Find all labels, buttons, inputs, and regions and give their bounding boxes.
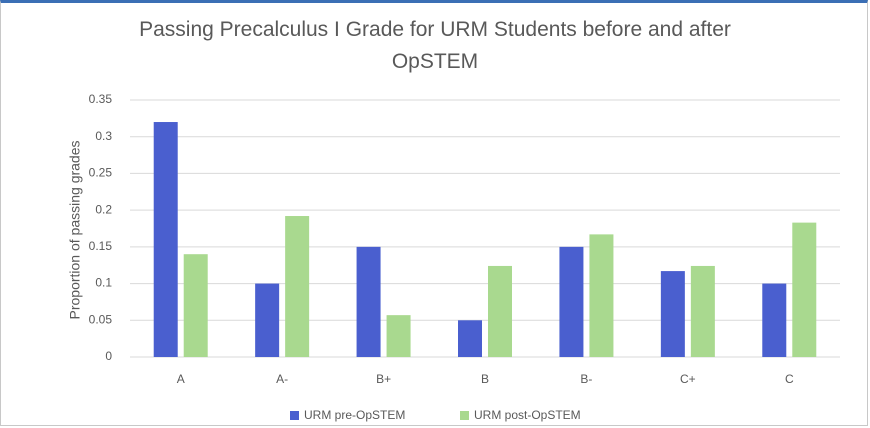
y-tick-label: 0.35 — [89, 92, 113, 106]
x-tick-label: B — [481, 372, 489, 386]
x-tick-label: C — [785, 372, 794, 386]
bar — [285, 216, 310, 357]
x-tick-label: A- — [276, 372, 288, 386]
legend-label: URM pre-OpSTEM — [304, 408, 405, 422]
bar — [386, 315, 411, 357]
x-tick-label: B- — [580, 372, 592, 386]
y-tick-label: 0.25 — [89, 166, 113, 180]
y-tick-label: 0.1 — [95, 276, 112, 290]
bar — [153, 122, 178, 358]
bar — [183, 254, 208, 357]
bar — [660, 271, 685, 357]
y-tick-label: 0 — [105, 349, 112, 363]
y-tick-label: 0.05 — [89, 312, 113, 326]
legend-label: URM post-OpSTEM — [474, 408, 581, 422]
bar — [762, 283, 787, 357]
bar — [589, 234, 614, 357]
y-axis-label: Proportion of passing grades — [67, 141, 83, 320]
y-tick-label: 0.15 — [89, 239, 113, 253]
legend-swatch — [460, 411, 469, 420]
chart-title: Passing Precalculus I Grade for URM Stud… — [139, 18, 731, 73]
x-tick-label: A — [177, 372, 185, 386]
y-tick-label: 0.2 — [95, 202, 112, 216]
bar — [488, 265, 512, 357]
legend-swatch — [290, 411, 299, 420]
x-tick-label: B+ — [376, 372, 391, 386]
bar — [458, 320, 482, 357]
bar — [559, 246, 584, 357]
bar — [792, 222, 817, 357]
bar — [356, 246, 381, 357]
bar — [255, 283, 280, 357]
bar — [690, 265, 715, 357]
x-tick-label: C+ — [680, 372, 696, 386]
y-tick-label: 0.3 — [95, 129, 112, 143]
